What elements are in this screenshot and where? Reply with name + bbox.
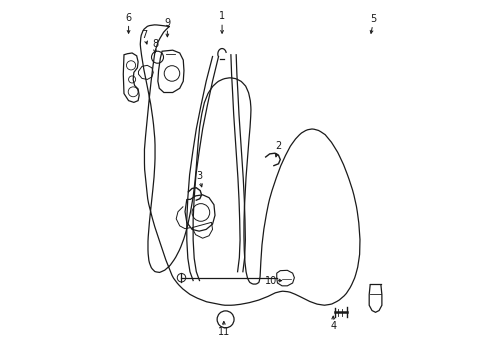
Text: 1: 1 (219, 11, 225, 21)
Text: 5: 5 (370, 14, 377, 24)
Text: 2: 2 (275, 141, 282, 152)
Text: 4: 4 (330, 321, 336, 332)
Text: 11: 11 (218, 327, 230, 337)
Text: 6: 6 (125, 13, 132, 23)
Text: 3: 3 (196, 171, 202, 181)
Text: 7: 7 (141, 30, 147, 40)
Text: 8: 8 (152, 39, 158, 49)
Text: 10: 10 (265, 275, 277, 285)
Text: 9: 9 (164, 18, 171, 28)
